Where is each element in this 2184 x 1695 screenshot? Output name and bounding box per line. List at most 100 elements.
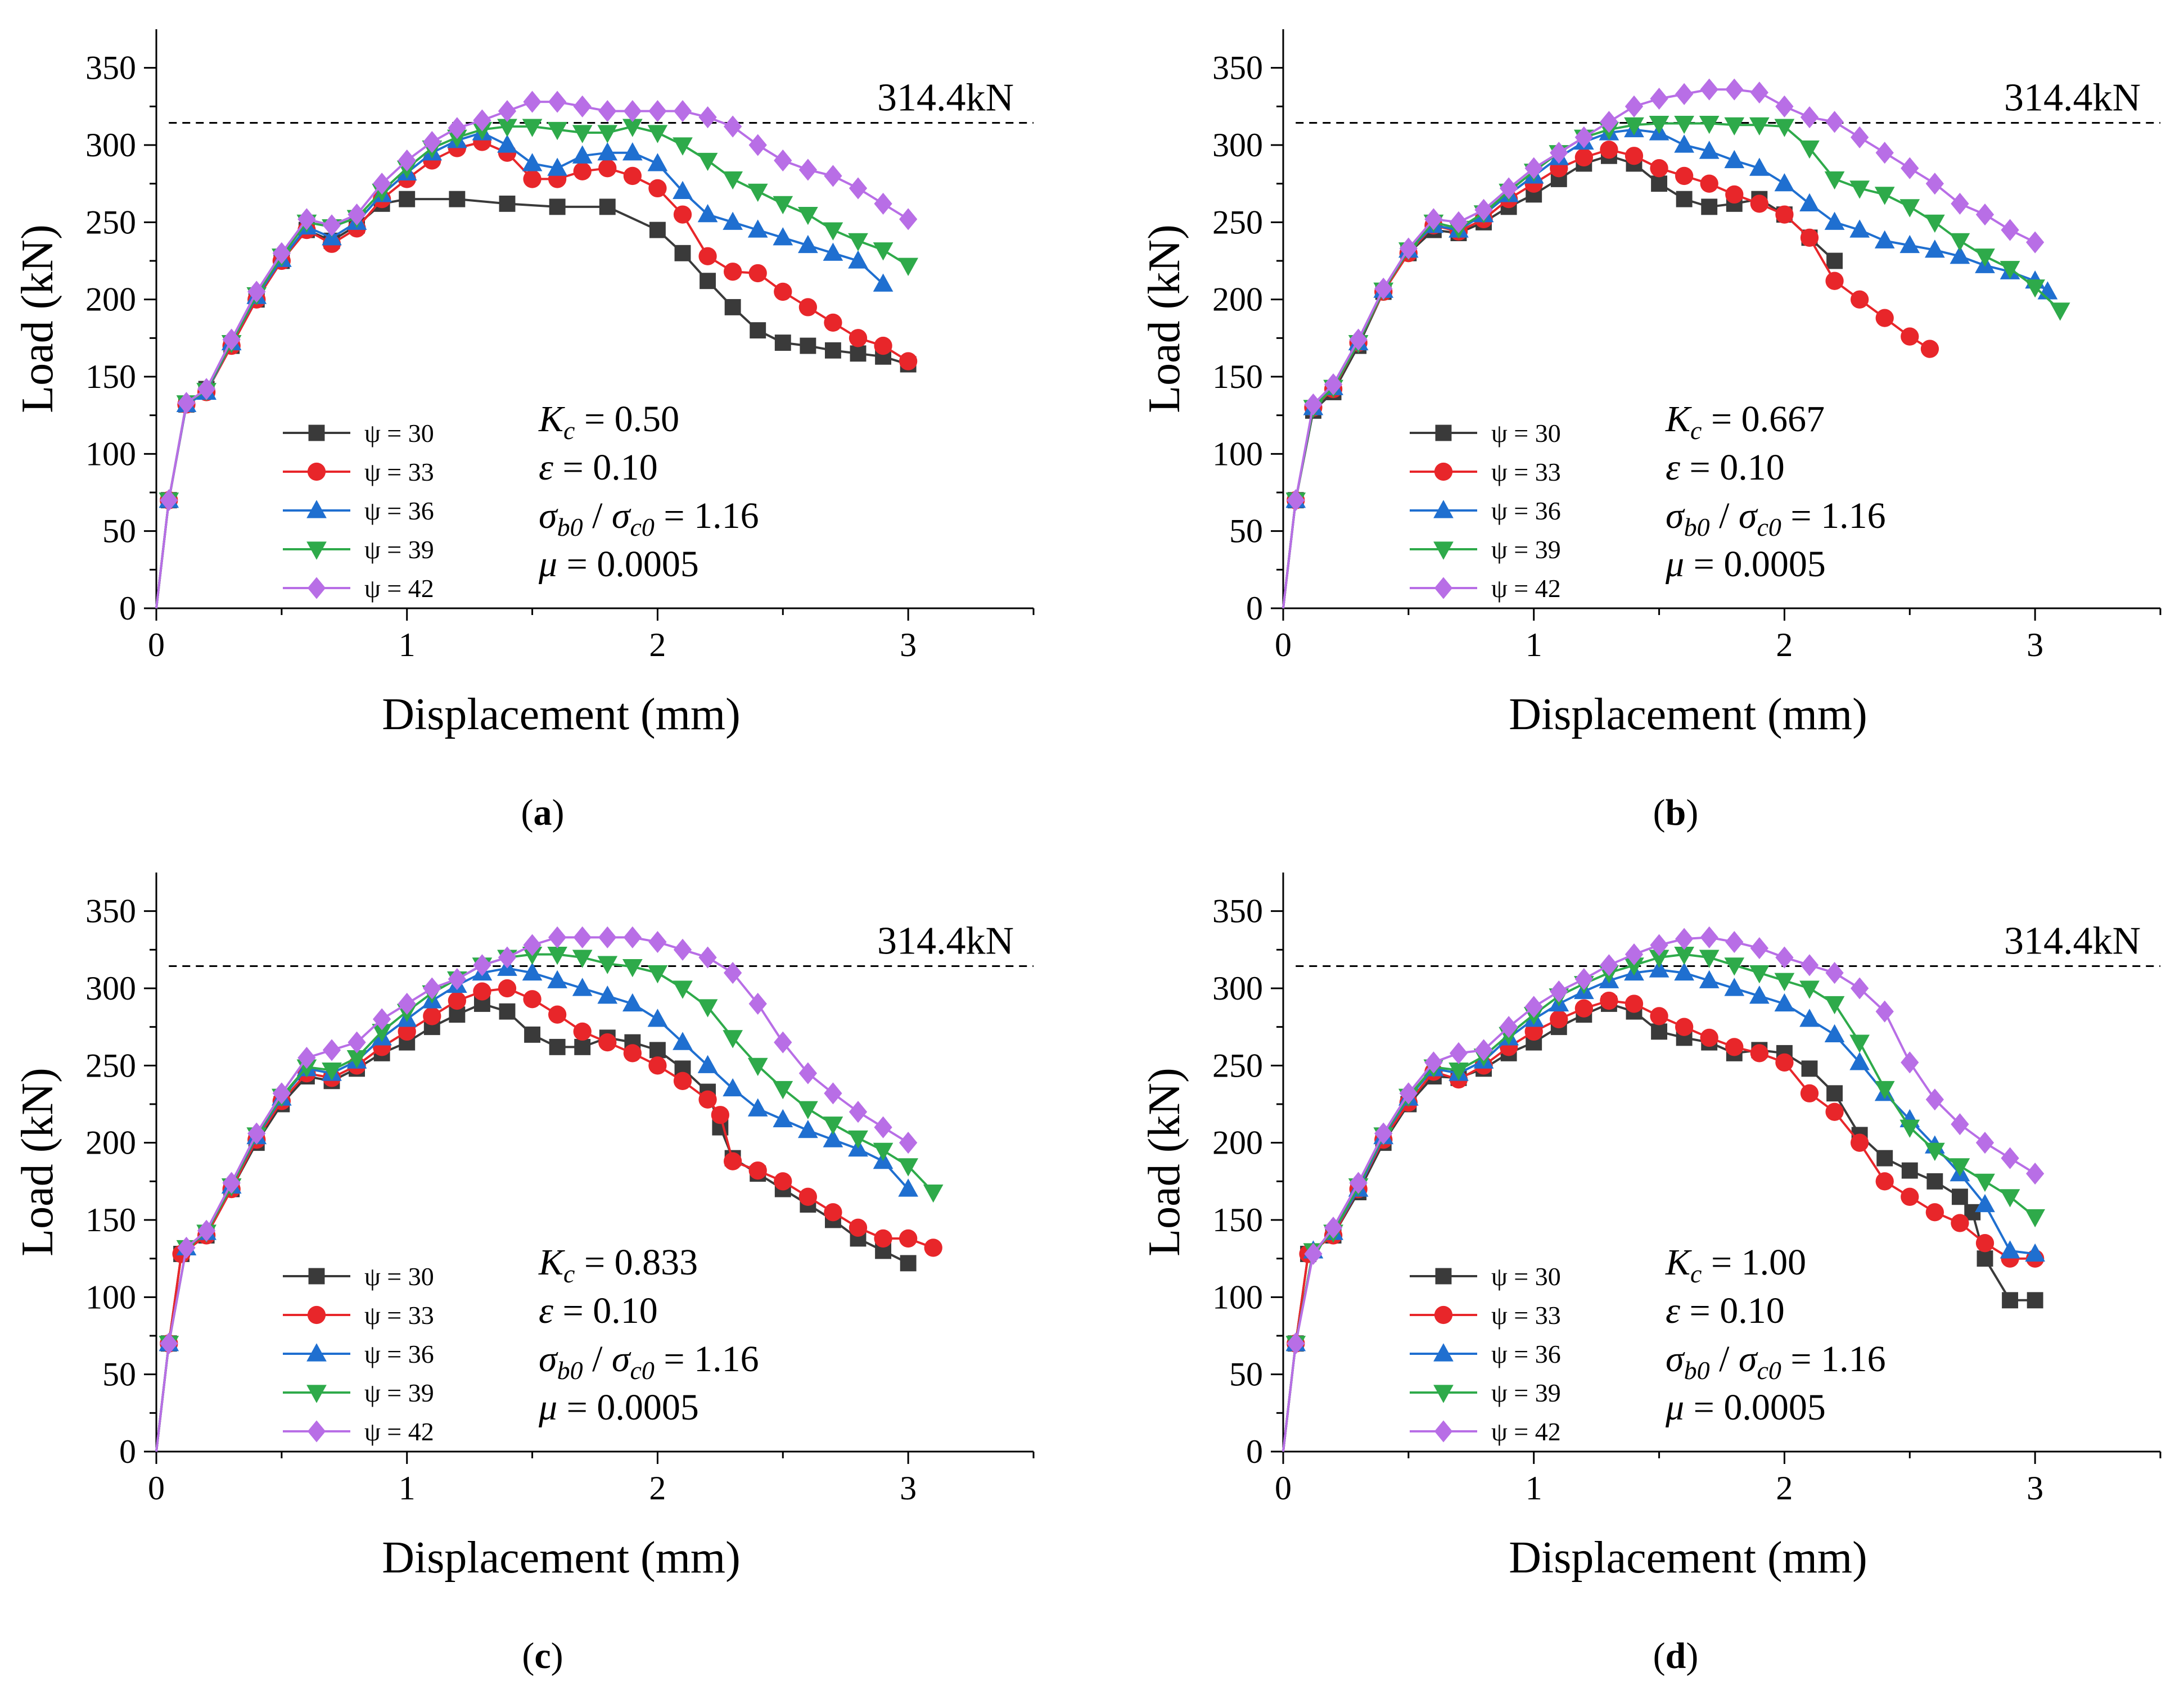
data-point xyxy=(697,999,718,1018)
data-point xyxy=(1901,1162,1918,1179)
data-point xyxy=(177,392,196,414)
data-point xyxy=(1574,968,1594,991)
data-point xyxy=(698,247,717,265)
data-point xyxy=(798,1119,818,1138)
data-point xyxy=(1874,1081,1895,1100)
y-tick-label: 250 xyxy=(85,204,136,241)
data-point xyxy=(1524,996,1543,1018)
data-point xyxy=(1625,943,1644,966)
y-tick-label: 100 xyxy=(85,435,136,472)
data-point xyxy=(773,227,793,246)
data-point xyxy=(547,970,567,988)
data-point xyxy=(1600,954,1618,977)
x-tick-label: 0 xyxy=(148,1470,165,1507)
y-axis-title: Load (kN) xyxy=(13,1068,62,1256)
data-point xyxy=(1600,991,1618,1010)
param-ratio: σb0 / σc0 = 1.16 xyxy=(539,1339,759,1385)
data-point xyxy=(548,926,567,948)
data-point xyxy=(1800,1084,1819,1102)
x-tick-label: 0 xyxy=(148,626,165,663)
data-point xyxy=(1826,252,1843,269)
y-tick-label: 100 xyxy=(85,1278,136,1316)
data-point xyxy=(1650,159,1668,178)
data-point xyxy=(1725,78,1744,101)
data-point xyxy=(824,313,842,332)
data-point xyxy=(522,962,543,981)
data-point xyxy=(348,204,366,226)
legend-marker xyxy=(306,541,327,560)
data-point xyxy=(573,1022,592,1041)
data-point xyxy=(873,1142,894,1161)
legend: ψ = 30 ψ = 33 ψ = 36 ψ = 39 ψ = 42 xyxy=(1410,1262,1561,1446)
param-mu: μ = 0.0005 xyxy=(1665,1387,1826,1428)
param-mu: μ = 0.0005 xyxy=(1665,544,1826,585)
data-point xyxy=(823,242,843,261)
data-point xyxy=(1951,1188,1968,1205)
data-point xyxy=(850,345,867,362)
data-point xyxy=(1287,489,1305,512)
data-point xyxy=(398,1022,416,1041)
data-point xyxy=(648,931,667,953)
series-2 xyxy=(155,133,918,609)
parameter-block: Kc = 1.00ε = 0.10 σb0 / σc0 = 1.16μ = 0.0… xyxy=(1665,1242,1886,1428)
data-point xyxy=(1975,1194,1995,1213)
data-point xyxy=(598,1033,617,1052)
data-point xyxy=(1975,1132,1995,1154)
data-point xyxy=(297,1047,316,1069)
data-point xyxy=(297,208,316,230)
data-point xyxy=(1399,237,1418,260)
data-point xyxy=(824,342,841,359)
data-point xyxy=(549,1038,566,1055)
data-point xyxy=(1749,986,1770,1004)
data-point xyxy=(1675,166,1694,186)
data-point xyxy=(848,1130,868,1149)
data-point xyxy=(597,956,618,974)
y-axis-title: Load (kN) xyxy=(1140,1068,1189,1256)
param-kc: Kc = 0.667 xyxy=(1665,399,1825,445)
data-point xyxy=(1920,340,1939,358)
x-tick-label: 0 xyxy=(1275,626,1292,663)
data-point xyxy=(1474,1039,1493,1061)
data-point xyxy=(1825,961,1844,984)
y-tick-label: 300 xyxy=(85,126,136,164)
data-point xyxy=(573,162,592,180)
data-point xyxy=(573,95,592,117)
series-line xyxy=(155,198,909,609)
legend-marker xyxy=(1435,424,1452,441)
data-point xyxy=(499,1003,516,1020)
data-point xyxy=(648,1056,667,1075)
data-point xyxy=(1724,150,1745,169)
data-point xyxy=(1449,1042,1468,1064)
data-point xyxy=(1925,214,1945,233)
data-point xyxy=(673,938,692,961)
data-point xyxy=(849,177,868,200)
data-point xyxy=(748,1161,767,1180)
data-point xyxy=(522,153,543,171)
data-point xyxy=(898,257,918,276)
data-point xyxy=(1849,180,1870,199)
data-point xyxy=(848,250,868,269)
param-kc: Kc = 0.833 xyxy=(538,1242,698,1288)
data-point xyxy=(160,489,178,512)
data-point xyxy=(1775,1053,1794,1072)
data-point xyxy=(1875,1000,1894,1023)
series-line xyxy=(155,125,909,609)
legend-label: ψ = 33 xyxy=(364,458,434,486)
legend-marker xyxy=(1433,1385,1454,1403)
data-point xyxy=(1925,1088,1944,1111)
legend-marker xyxy=(307,1420,326,1443)
data-point xyxy=(1825,1102,1844,1121)
data-point xyxy=(1824,211,1845,230)
data-point xyxy=(648,179,667,198)
data-point xyxy=(723,171,743,190)
data-point xyxy=(1649,115,1669,134)
data-point xyxy=(523,990,542,1009)
data-point xyxy=(1424,208,1443,230)
data-point xyxy=(773,196,793,215)
data-point xyxy=(1849,1052,1870,1070)
data-point xyxy=(1700,78,1718,101)
data-point xyxy=(1499,1016,1518,1038)
x-tick-label: 3 xyxy=(900,626,917,663)
data-point xyxy=(1724,117,1745,135)
